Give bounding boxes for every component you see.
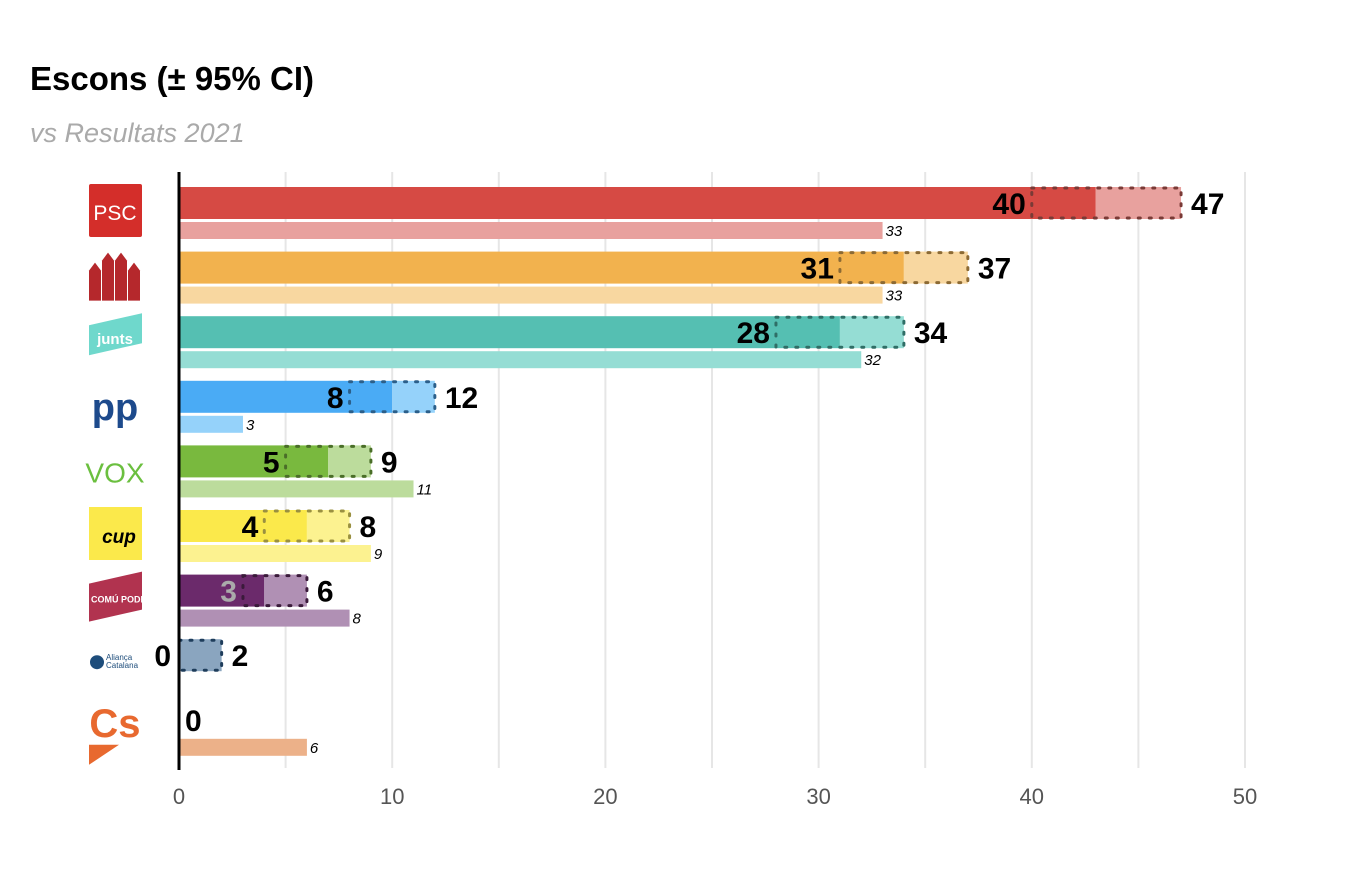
ci-low-label: 0 — [154, 640, 171, 673]
ci-low-label: 40 — [992, 188, 1025, 221]
previous-result-label: 11 — [417, 481, 433, 498]
previous-result-label: 9 — [374, 546, 383, 563]
ci-high-label: 12 — [445, 382, 478, 415]
median-bar — [179, 510, 307, 542]
erc-logo-stripe — [128, 262, 140, 301]
ci-high-label: 47 — [1191, 188, 1224, 221]
ci-upper-bar — [306, 510, 350, 542]
previous-result-bar — [179, 286, 883, 304]
ci-upper-bar — [179, 639, 222, 672]
previous-result-label: 6 — [310, 740, 319, 757]
ci-high-label: 6 — [317, 576, 334, 609]
chart-title: Escons (± 95% CI) — [30, 60, 315, 97]
alianca-logo-text: Aliança — [106, 653, 133, 662]
junts-logo — [89, 313, 142, 356]
pp-logo: pp — [92, 387, 138, 429]
ci-low-label: 28 — [737, 317, 770, 350]
erc-logo-stripe — [115, 252, 127, 301]
previous-result-bar — [179, 351, 862, 369]
previous-result-bar — [179, 222, 883, 239]
ci-box — [1030, 186, 1183, 220]
ci-upper-bar — [1095, 187, 1182, 219]
psc-logo — [89, 184, 142, 237]
ci-high-label: 9 — [381, 446, 398, 479]
median-bar — [179, 251, 904, 284]
ci-upper-bar — [328, 445, 371, 478]
x-tick-label: 20 — [593, 784, 617, 809]
previous-result-bar — [179, 609, 350, 627]
ci-high-label: 8 — [360, 511, 377, 544]
x-tick-label: 0 — [173, 784, 185, 809]
psc-logo-text: PSC — [93, 202, 136, 225]
erc-logo-stripe — [89, 262, 101, 301]
comuns-logo-text: EN COMÚ PODEM — [76, 594, 154, 605]
chart-subtitle: vs Resultats 2021 — [30, 118, 245, 148]
ci-high-label: 2 — [232, 640, 249, 673]
ci-upper-bar — [839, 316, 904, 349]
ci-box — [284, 444, 373, 478]
x-tick-label: 40 — [1020, 784, 1044, 809]
previous-result-label: 32 — [864, 352, 881, 369]
ci-box — [177, 638, 224, 672]
ci-upper-bar — [264, 574, 307, 607]
comuns-logo — [89, 571, 142, 622]
median-bar — [179, 445, 329, 478]
cup-logo — [89, 507, 142, 560]
previous-result-label: 33 — [886, 288, 903, 305]
ci-low-label: 4 — [242, 511, 259, 544]
median-bar — [179, 574, 265, 607]
cup-logo-text: cup — [102, 527, 136, 548]
cs-logo-triangle — [89, 744, 119, 765]
ci-box — [262, 509, 352, 543]
median-bar — [179, 316, 840, 349]
previous-result-bar — [179, 480, 414, 498]
previous-result-bar — [179, 545, 371, 562]
x-tick-label: 30 — [806, 784, 830, 809]
ci-box — [774, 315, 906, 349]
median-bar — [179, 187, 1096, 219]
ci-box — [348, 380, 437, 414]
ci-box — [838, 251, 970, 285]
ci-high-label: 34 — [914, 317, 948, 350]
previous-result-label: 3 — [246, 417, 255, 434]
ci-low-label: 0 — [185, 705, 202, 738]
erc-logo-stripe — [102, 252, 114, 301]
ci-box — [241, 574, 309, 608]
previous-result-bar — [179, 738, 307, 756]
ci-high-label: 37 — [978, 253, 1011, 286]
junts-logo-text: junts — [96, 331, 133, 348]
ci-low-label: 5 — [263, 446, 280, 479]
cs-logo: Cs — [89, 702, 140, 746]
x-tick-label: 10 — [380, 784, 404, 809]
vox-logo: VOX — [85, 457, 144, 488]
ci-low-label: 3 — [220, 576, 237, 609]
ci-low-label: 8 — [327, 382, 344, 415]
median-bar — [179, 380, 393, 413]
ci-low-label: 31 — [801, 253, 834, 286]
previous-result-bar — [179, 415, 243, 433]
previous-result-label: 33 — [886, 223, 903, 240]
ci-upper-bar — [392, 380, 435, 413]
x-tick-label: 50 — [1233, 784, 1257, 809]
alianca-logo-text: Catalana — [106, 661, 139, 670]
previous-result-label: 8 — [353, 611, 362, 628]
ci-upper-bar — [903, 251, 968, 284]
alianca-logo — [90, 655, 104, 670]
